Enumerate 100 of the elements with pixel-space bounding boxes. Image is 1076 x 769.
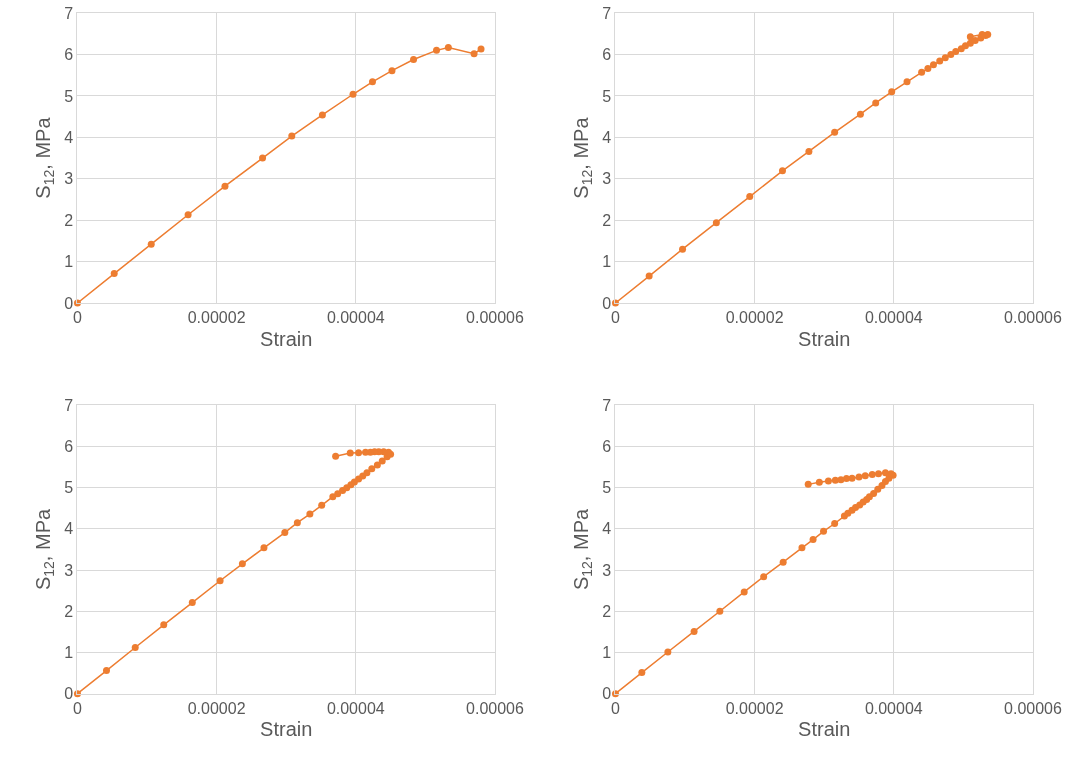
point bbox=[831, 519, 839, 527]
point bbox=[805, 147, 813, 155]
y-tick-label: 2 bbox=[602, 602, 612, 620]
x-axis-title: Strain bbox=[260, 718, 313, 741]
x-tick-label: 0.00004 bbox=[326, 699, 385, 717]
point bbox=[824, 477, 832, 485]
point bbox=[346, 449, 354, 457]
point bbox=[444, 43, 452, 51]
y-tick-label: 2 bbox=[602, 211, 612, 229]
point bbox=[872, 99, 880, 107]
point bbox=[868, 470, 876, 478]
y-tick-label: 1 bbox=[602, 644, 612, 662]
point bbox=[918, 68, 926, 76]
x-tick-label: 0.00002 bbox=[187, 699, 246, 717]
point bbox=[470, 50, 478, 58]
point bbox=[679, 245, 687, 253]
y-tick-label: 3 bbox=[64, 561, 74, 579]
point bbox=[941, 54, 949, 62]
point bbox=[690, 627, 698, 635]
x-tick-label: 0.00006 bbox=[466, 699, 524, 717]
x-tick-label: 0.00002 bbox=[187, 309, 246, 327]
x-axis-title: Strain bbox=[260, 327, 313, 350]
y-tick-label: 5 bbox=[64, 87, 74, 105]
point bbox=[804, 480, 812, 488]
x-tick-label: 0.00002 bbox=[725, 309, 784, 327]
y-tick-label: 3 bbox=[64, 170, 74, 188]
point bbox=[924, 65, 932, 73]
point bbox=[809, 536, 817, 544]
y-tick-label: 7 bbox=[602, 4, 612, 22]
x-axis-title: Strain bbox=[798, 327, 851, 350]
point bbox=[875, 470, 882, 478]
point bbox=[966, 33, 974, 41]
point bbox=[318, 111, 326, 119]
point bbox=[369, 78, 376, 86]
point bbox=[373, 461, 381, 469]
point bbox=[477, 45, 485, 53]
x-tick-label: 0.00006 bbox=[1004, 699, 1062, 717]
y-tick-label: 4 bbox=[602, 128, 612, 146]
point bbox=[842, 475, 850, 483]
point bbox=[855, 473, 863, 481]
point bbox=[216, 577, 224, 585]
point bbox=[349, 90, 357, 98]
point bbox=[288, 132, 296, 140]
point bbox=[160, 621, 168, 629]
point bbox=[359, 472, 367, 480]
point bbox=[740, 588, 748, 596]
point bbox=[184, 211, 192, 219]
point bbox=[645, 272, 653, 280]
point bbox=[638, 669, 646, 677]
y-tick-label: 4 bbox=[602, 520, 612, 538]
y-tick-label: 7 bbox=[64, 4, 74, 22]
point bbox=[947, 50, 955, 58]
y-tick-label: 2 bbox=[64, 602, 74, 620]
point bbox=[388, 67, 396, 75]
y-tick-label: 1 bbox=[64, 644, 74, 662]
point bbox=[334, 490, 342, 498]
point bbox=[664, 648, 672, 656]
point bbox=[259, 154, 267, 162]
x-tick-label: 0.00004 bbox=[864, 309, 923, 327]
y-tick-label: 5 bbox=[602, 87, 612, 105]
point bbox=[131, 644, 139, 651]
y-tick-label: 1 bbox=[602, 253, 612, 271]
point bbox=[746, 193, 754, 201]
point bbox=[820, 527, 828, 535]
point bbox=[318, 501, 326, 509]
point bbox=[798, 544, 806, 552]
y-tick-label: 3 bbox=[602, 561, 612, 579]
point bbox=[103, 667, 110, 675]
x-tick-label: 0.00006 bbox=[466, 309, 524, 327]
point bbox=[238, 560, 246, 568]
y-tick-label: 0 bbox=[602, 685, 612, 703]
point bbox=[221, 182, 229, 190]
y-tick-label: 7 bbox=[64, 396, 74, 414]
x-tick-label: 0.00006 bbox=[1004, 309, 1062, 327]
point bbox=[936, 57, 944, 65]
point bbox=[260, 544, 268, 552]
point bbox=[110, 270, 118, 278]
y-tick-label: 1 bbox=[64, 253, 74, 271]
point bbox=[378, 457, 386, 465]
point bbox=[363, 469, 371, 477]
point bbox=[355, 449, 363, 457]
y-tick-label: 6 bbox=[602, 46, 612, 64]
y-tick-label: 4 bbox=[64, 128, 74, 146]
y-tick-label: 3 bbox=[602, 170, 612, 188]
point bbox=[716, 607, 724, 615]
point bbox=[433, 46, 441, 54]
point bbox=[870, 489, 878, 497]
y-tick-label: 5 bbox=[64, 479, 74, 497]
point bbox=[778, 167, 786, 175]
point bbox=[831, 476, 839, 484]
point bbox=[332, 452, 340, 460]
x-tick-label: 0.00004 bbox=[326, 309, 385, 327]
y-tick-label: 5 bbox=[602, 479, 612, 497]
point bbox=[856, 110, 864, 118]
point bbox=[929, 61, 937, 69]
point bbox=[952, 48, 960, 56]
point bbox=[815, 478, 823, 486]
y-tick-label: 0 bbox=[64, 294, 74, 312]
y-tick-label: 0 bbox=[64, 685, 74, 703]
point bbox=[831, 128, 839, 136]
